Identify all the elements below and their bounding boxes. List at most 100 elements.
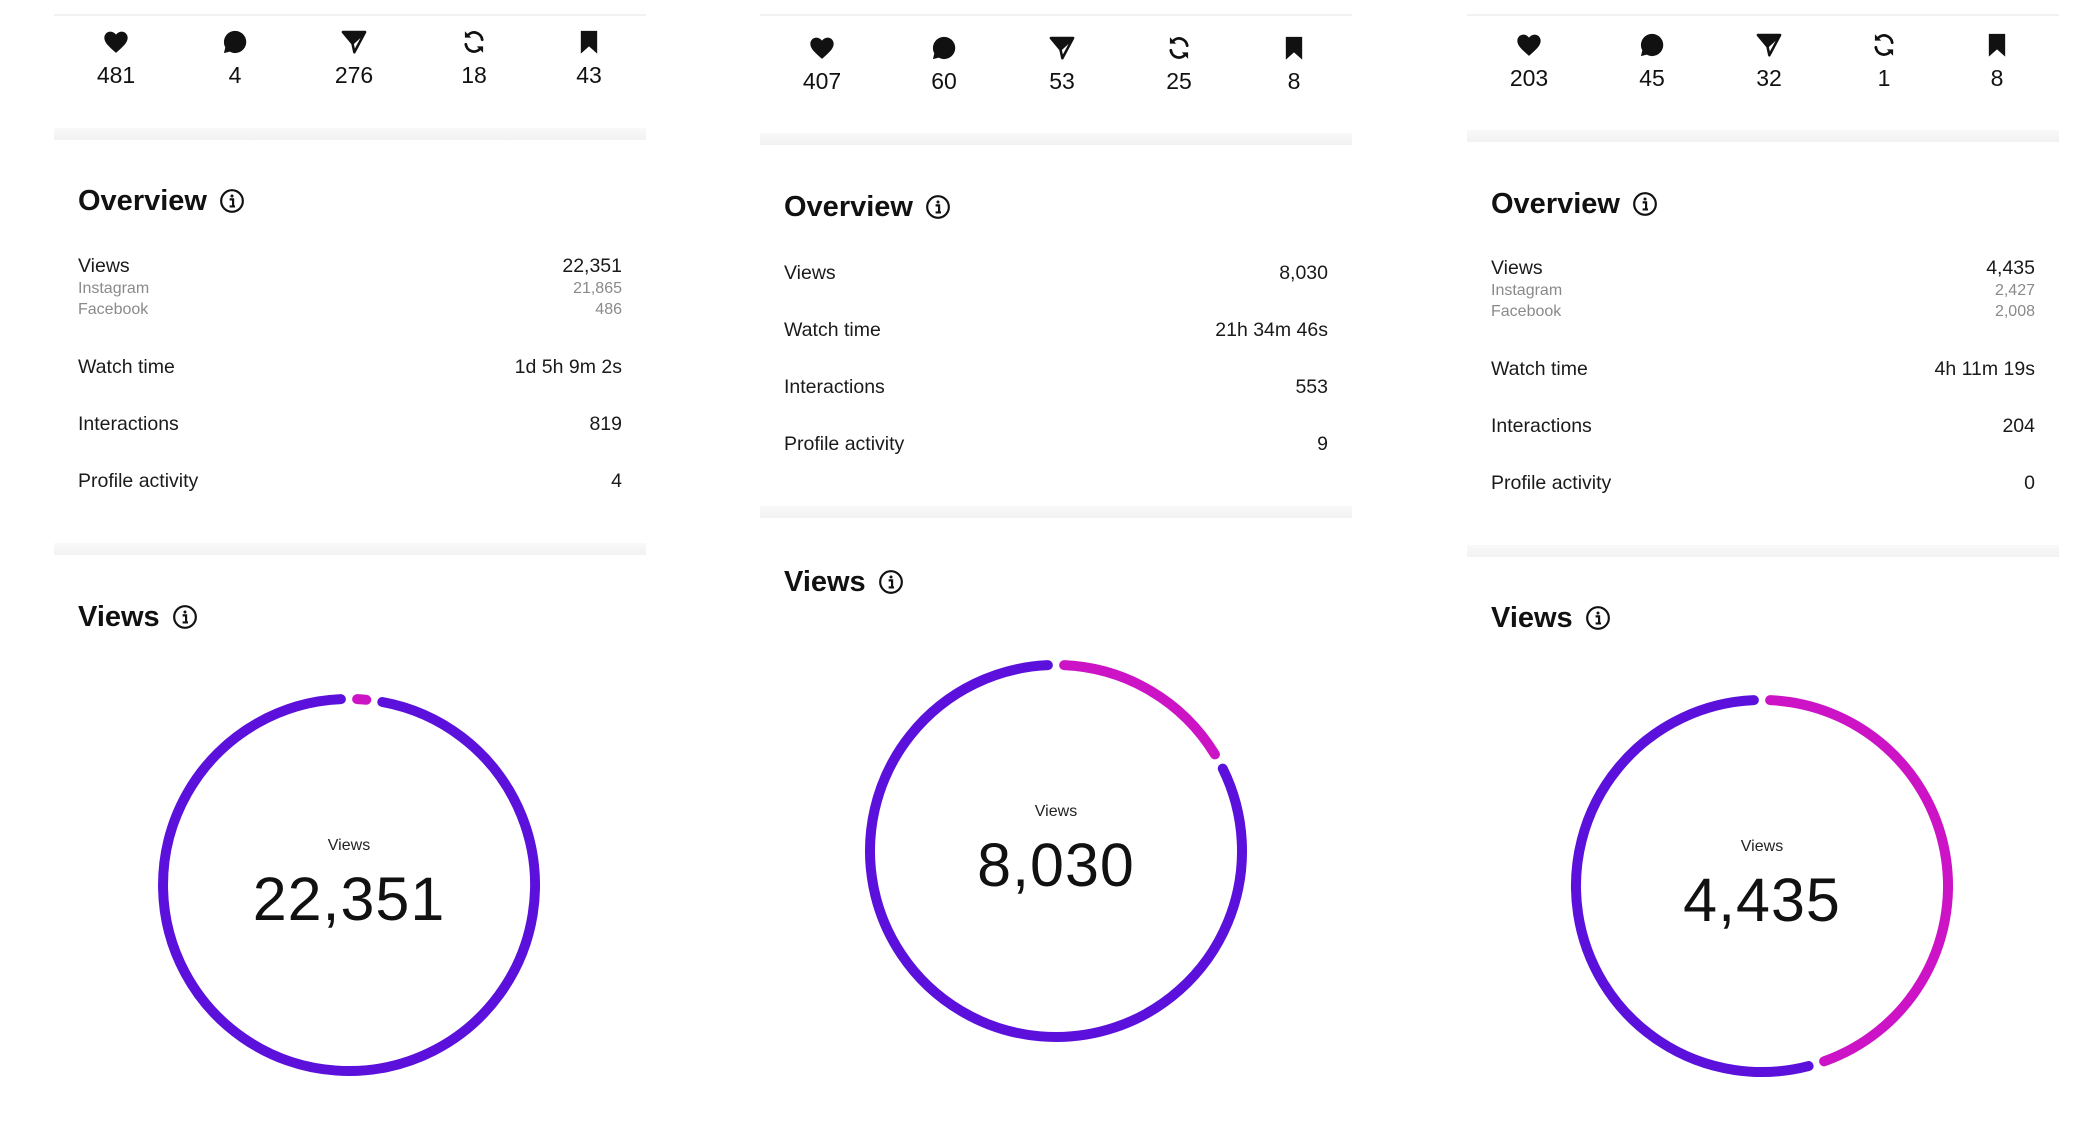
facebook-value: 486 — [595, 301, 622, 318]
profile-activity-row[interactable]: Profile activity 0 — [1491, 471, 2035, 495]
instagram-arc[interactable] — [1570, 695, 1814, 1077]
likes-stat[interactable]: 481 — [71, 28, 161, 89]
reposts-stat[interactable]: 25 — [1134, 34, 1224, 95]
profile-activity-row[interactable]: Profile activity 9 — [784, 432, 1328, 456]
views-label: Views — [78, 255, 130, 277]
views-value: 4,435 — [1986, 257, 2035, 279]
instagram-value: 2,427 — [1994, 282, 2035, 299]
overview-title: Overview — [1491, 186, 1658, 222]
instagram-arc[interactable] — [158, 694, 541, 1076]
watch-time-value: 4h 11m 19s — [1934, 358, 2035, 380]
bookmark-icon — [1285, 36, 1303, 60]
info-icon[interactable] — [1632, 191, 1658, 217]
info-icon[interactable] — [172, 604, 198, 630]
views-labels: Views Instagram Facebook — [78, 254, 149, 320]
engagement-stats-row: 203 45 32 1 8 — [1467, 31, 2059, 111]
shares-count: 276 — [334, 62, 374, 88]
overview-title: Overview — [78, 183, 245, 219]
instagram-arc[interactable] — [865, 660, 1247, 1042]
saves-count: 8 — [1287, 68, 1301, 94]
views-row[interactable]: Views 8,030 — [784, 261, 1328, 285]
reposts-stat[interactable]: 18 — [429, 28, 519, 89]
views-label: Views — [1491, 257, 1543, 279]
saves-count: 8 — [1990, 65, 2004, 91]
donut-total-value: 8,030 — [977, 831, 1135, 899]
saves-stat[interactable]: 8 — [1952, 31, 2042, 92]
section-divider — [54, 128, 646, 140]
watch-time-value: 21h 34m 46s — [1215, 319, 1328, 341]
interactions-value: 553 — [1295, 376, 1328, 398]
donut-total-value: 4,435 — [1683, 866, 1841, 934]
facebook-label: Facebook — [78, 301, 149, 318]
facebook-arc[interactable] — [1059, 660, 1220, 760]
section-divider — [760, 133, 1352, 145]
watch-time-label: Watch time — [1491, 358, 1588, 380]
section-divider — [1467, 130, 2059, 142]
views-title: Views — [1491, 600, 1611, 636]
interactions-row[interactable]: Interactions 553 — [784, 375, 1328, 399]
profile-activity-row[interactable]: Profile activity 4 — [78, 469, 622, 493]
reposts-count: 18 — [461, 62, 487, 88]
watch-time-label: Watch time — [78, 356, 175, 378]
info-icon[interactable] — [878, 569, 904, 595]
shares-count: 53 — [1049, 68, 1075, 94]
comments-stat[interactable]: 4 — [190, 28, 280, 89]
donut-center: Views 22,351 — [149, 685, 549, 1085]
donut-label: Views — [1740, 838, 1784, 855]
views-row[interactable]: Views Instagram Facebook 4,435 2,427 2,0… — [1491, 256, 2035, 322]
views-labels: Views Instagram Facebook — [1491, 256, 1562, 322]
profile-activity-value: 4 — [611, 470, 622, 492]
section-divider — [760, 506, 1352, 518]
shares-count: 32 — [1756, 65, 1782, 91]
comment-icon — [932, 36, 956, 60]
profile-activity-label: Profile activity — [1491, 472, 1612, 494]
watch-time-row[interactable]: Watch time 1d 5h 9m 2s — [78, 355, 622, 379]
interactions-row[interactable]: Interactions 819 — [78, 412, 622, 436]
bookmark-icon — [1988, 33, 2006, 57]
donut-center: Views 8,030 — [856, 651, 1256, 1051]
interactions-row[interactable]: Interactions 204 — [1491, 414, 2035, 438]
facebook-value: 2,008 — [1994, 303, 2035, 320]
send-icon — [341, 30, 367, 54]
comments-stat[interactable]: 45 — [1607, 31, 1697, 92]
engagement-stats-row: 407 60 53 25 8 — [760, 34, 1352, 114]
donut-label: Views — [1034, 803, 1078, 820]
shares-stat[interactable]: 32 — [1724, 31, 1814, 92]
panel-top-border — [54, 14, 646, 16]
saves-count: 43 — [576, 62, 602, 88]
saves-stat[interactable]: 8 — [1249, 34, 1339, 95]
info-icon[interactable] — [925, 194, 951, 220]
facebook-arc[interactable] — [1765, 695, 1953, 1067]
reposts-stat[interactable]: 1 — [1839, 31, 1929, 92]
views-donut-chart: Views 22,351 — [149, 685, 549, 1085]
likes-stat[interactable]: 407 — [777, 34, 867, 95]
views-title: Views — [78, 599, 198, 635]
insights-panel-2: 407 60 53 25 8 Overview Views 8,030 Watc… — [760, 0, 1352, 1128]
views-values: 22,351 21,865 486 — [562, 254, 622, 320]
comments-count: 45 — [1639, 65, 1665, 91]
reposts-count: 1 — [1877, 65, 1891, 91]
saves-stat[interactable]: 43 — [544, 28, 634, 89]
profile-activity-value: 9 — [1317, 433, 1328, 455]
section-divider — [54, 543, 646, 555]
bookmark-icon — [580, 30, 598, 54]
watch-time-row[interactable]: Watch time 4h 11m 19s — [1491, 357, 2035, 381]
facebook-arc[interactable] — [352, 694, 372, 705]
donut-center: Views 4,435 — [1562, 686, 1962, 1086]
info-icon[interactable] — [1585, 605, 1611, 631]
likes-stat[interactable]: 203 — [1484, 31, 1574, 92]
shares-stat[interactable]: 53 — [1017, 34, 1107, 95]
shares-stat[interactable]: 276 — [309, 28, 399, 89]
comment-icon — [223, 30, 247, 54]
panel-top-border — [760, 14, 1352, 16]
interactions-value: 819 — [589, 413, 622, 435]
watch-time-row[interactable]: Watch time 21h 34m 46s — [784, 318, 1328, 342]
interactions-label: Interactions — [78, 413, 179, 435]
info-icon[interactable] — [219, 188, 245, 214]
views-heading: Views — [784, 566, 866, 598]
send-icon — [1756, 33, 1782, 57]
interactions-label: Interactions — [784, 376, 885, 398]
donut-total-value: 22,351 — [252, 865, 446, 933]
views-row[interactable]: Views Instagram Facebook 22,351 21,865 4… — [78, 254, 622, 320]
comments-stat[interactable]: 60 — [899, 34, 989, 95]
